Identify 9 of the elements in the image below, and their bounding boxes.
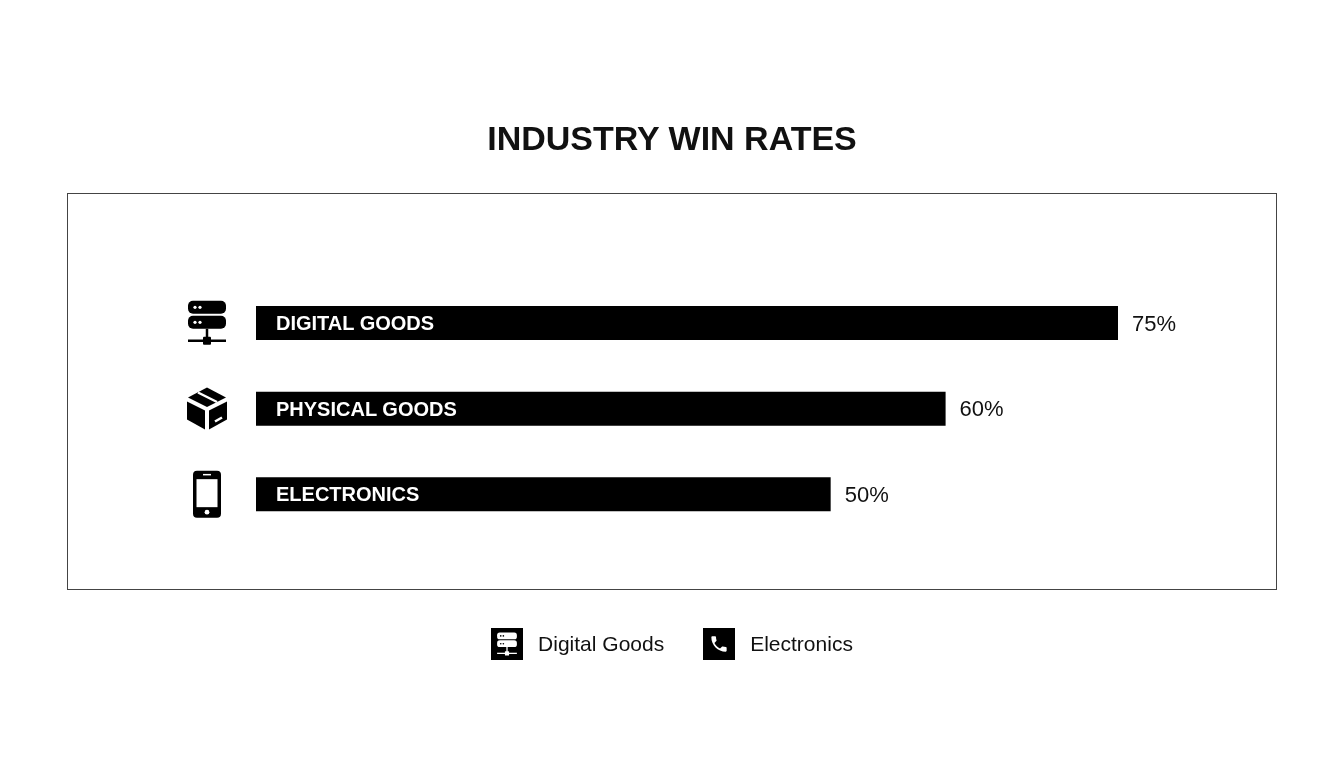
data-label: 60% [959,396,1004,422]
y-tick-label: ELECTRONICS [276,483,420,506]
data-label: 75% [1132,310,1177,336]
legend-label: Digital Goods [538,632,665,656]
legend-label: Electronics [750,632,853,656]
y-tick-label: DIGITAL GOODS [276,311,435,334]
y-tick-label: PHYSICAL GOODS [276,397,457,420]
chart-title: INDUSTRY WIN RATES [486,118,858,158]
data-label: 50% [844,482,889,508]
